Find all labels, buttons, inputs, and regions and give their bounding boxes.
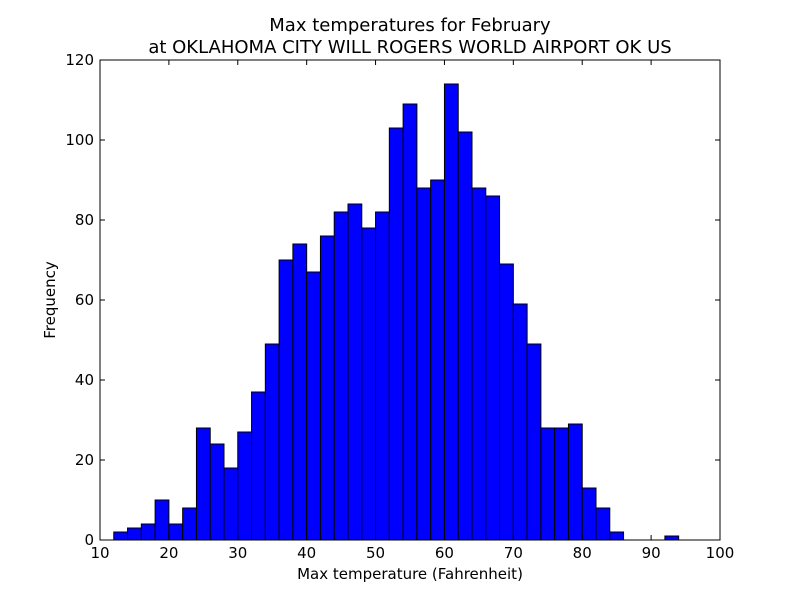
histogram-bar <box>512 303 528 541</box>
histogram-bar <box>182 507 197 541</box>
x-tick-label: 40 <box>297 544 316 562</box>
histogram-bar <box>567 423 583 541</box>
histogram-bar <box>471 187 487 541</box>
x-tick-label: 100 <box>706 544 735 562</box>
y-tick-label: 40 <box>75 371 94 389</box>
y-tick-label: 60 <box>75 291 94 309</box>
y-tick-label: 100 <box>65 131 94 149</box>
y-tick-label: 20 <box>75 451 94 469</box>
histogram-bar <box>347 203 363 541</box>
x-tick-label: 70 <box>504 544 523 562</box>
histogram-bar <box>388 127 404 541</box>
histogram-bar <box>609 531 625 541</box>
y-tick-label: 120 <box>65 51 94 69</box>
histogram-bar <box>319 235 335 541</box>
histogram-bar <box>264 343 280 541</box>
histogram-bar <box>251 391 266 541</box>
y-tick-label: 0 <box>84 531 94 549</box>
histogram-bar <box>113 531 129 541</box>
histogram-bar <box>540 427 556 541</box>
histogram-bar <box>581 487 597 541</box>
y-axis-label: Frequency <box>41 261 59 339</box>
histogram-bar <box>168 523 184 541</box>
histogram-bar <box>306 271 321 541</box>
histogram-bar <box>664 535 680 541</box>
histogram-bar <box>361 227 377 541</box>
histogram-bar <box>333 211 349 541</box>
y-tick-label: 80 <box>75 211 94 229</box>
x-axis-label: Max temperature (Fahrenheit) <box>297 565 523 583</box>
histogram-bar <box>154 499 170 541</box>
plot-frame <box>99 59 721 541</box>
histogram-bar <box>278 259 294 541</box>
x-tick-label: 10 <box>90 544 109 562</box>
histogram-bar <box>430 179 445 541</box>
histogram-bar <box>416 187 432 541</box>
histogram-bar <box>195 427 211 541</box>
x-tick-label: 30 <box>228 544 247 562</box>
histogram-bar <box>292 243 308 541</box>
histogram-bar <box>209 443 225 541</box>
histogram-bar <box>140 523 156 541</box>
histogram-bars <box>113 83 680 541</box>
x-tick-label: 50 <box>366 544 385 562</box>
histogram-bar <box>499 263 514 541</box>
histogram-bar <box>375 211 390 541</box>
histogram-bar <box>457 131 473 541</box>
histogram-bar <box>595 507 611 541</box>
chart-title-line-1: Max temperatures for February <box>269 15 551 36</box>
chart-title-line-2: at OKLAHOMA CITY WILL ROGERS WORLD AIRPO… <box>148 37 671 58</box>
histogram-bar <box>402 103 418 541</box>
x-tick-label: 20 <box>159 544 178 562</box>
histogram-bar <box>223 467 239 541</box>
histogram-bar <box>554 427 569 541</box>
x-tick-label: 90 <box>642 544 661 562</box>
x-tick-label: 60 <box>435 544 454 562</box>
histogram-bar <box>127 527 142 541</box>
histogram-bar <box>443 83 459 541</box>
histogram-bar <box>526 343 542 541</box>
x-tick-label: 80 <box>573 544 592 562</box>
axis-ticks: 10 20 30 40 50 60 70 80 90 100 0 20 40 60 80 100 120 <box>65 51 734 562</box>
histogram-bar <box>237 431 253 541</box>
histogram-bar <box>485 195 501 541</box>
